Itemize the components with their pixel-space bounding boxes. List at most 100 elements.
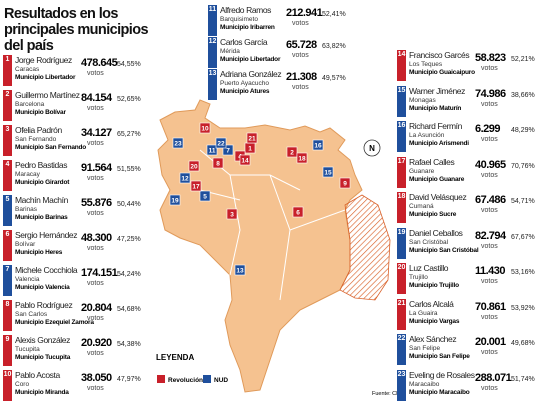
municipality: Municipio Barinas: [15, 214, 68, 221]
map-marker-label: 6: [296, 210, 300, 217]
municipality: Municipio San Cristóbal: [409, 246, 479, 254]
map-marker-label: 5: [203, 194, 207, 201]
city: Guanare: [409, 167, 435, 175]
percent: 54,24%: [117, 271, 141, 278]
percent: 65,27%: [117, 131, 141, 138]
map-marker: [199, 190, 211, 202]
votes: 21.308: [286, 71, 317, 83]
border-lines: [199, 149, 346, 301]
percent: 51,74%: [511, 375, 535, 383]
city: San Carlos: [15, 311, 48, 318]
candidate-name: Alexis González: [15, 335, 70, 345]
candidate-name: Rafael Calles: [409, 156, 455, 167]
municipality: Municipio Guanare: [409, 175, 465, 183]
votes-label: votos: [87, 175, 104, 182]
votes: 11.430: [475, 265, 506, 277]
votes-label: votos: [292, 52, 309, 59]
candidate-name: Ofelia Padrón: [15, 125, 62, 135]
municipality: Municipio Libertador: [220, 56, 281, 63]
percent: 49,68%: [511, 340, 535, 347]
map-marker: [292, 206, 304, 218]
votes: 38.050: [81, 372, 112, 384]
result-entry: 8 Pablo Rodríguez San Carlos Municipio Ezeq…: [3, 300, 143, 332]
number-badge: 10: [3, 370, 12, 401]
percent: 53,92%: [511, 304, 535, 312]
number-badge: 17: [397, 156, 406, 188]
percent: 51,55%: [117, 166, 141, 173]
map-marker: [179, 172, 191, 184]
map-marker-label: 18: [298, 156, 306, 163]
votes-label: votos: [481, 242, 498, 250]
result-entry: 15 Warner Jiménez Monagas Municipio Maturín…: [397, 85, 537, 118]
votes: 34.127: [81, 127, 112, 139]
city: Bolívar: [15, 241, 36, 248]
percent: 70,76%: [511, 162, 535, 170]
map-marker-label: 15: [324, 170, 332, 177]
number-badge: 3: [3, 125, 12, 156]
votes-label: votos: [481, 65, 498, 72]
map-marker: [246, 132, 258, 144]
map-marker: [172, 137, 184, 149]
municipality: Municipio Guaicaipuro: [409, 69, 475, 76]
candidate-name: Carlos Alcalá: [409, 298, 454, 309]
number-badge: 23: [397, 369, 406, 401]
percent: 52,41%: [322, 11, 346, 18]
result-entry: 16 Richard Fermín La Asunción Municipio Ari…: [397, 121, 537, 153]
city: Tucupita: [15, 346, 40, 353]
municipality: Municipio Vargas: [409, 317, 460, 325]
votes: 65.728: [286, 39, 317, 51]
map-marker-label: 13: [236, 268, 244, 275]
municipality: Municipio Girardot: [15, 179, 70, 186]
municipality: Municipio Trujillo: [409, 282, 459, 289]
map-marker-label: 2: [290, 150, 294, 157]
municipality: Municipio Libertador: [15, 74, 76, 81]
candidate-name: Pedro Bastidas: [15, 160, 68, 170]
number-badge: 16: [397, 121, 406, 152]
votes: 20.804: [81, 302, 112, 314]
result-entry: 4 Pedro Bastidas Maracay Municipio Girardot…: [3, 160, 143, 192]
legend-label: NUD: [214, 377, 228, 384]
map-marker-label: 20: [190, 164, 198, 171]
votes-label: votos: [87, 350, 104, 357]
percent: 38,66%: [511, 91, 535, 99]
map-marker: [188, 160, 200, 172]
municipality: Municipio Heres: [15, 249, 63, 256]
result-entry: 19 Daniel Ceballos San Cristóbal Municipio …: [397, 227, 537, 260]
municipality: Municipio Sucre: [409, 211, 457, 218]
votes-label: votos: [292, 84, 309, 91]
title: Resultados en los principales municipios…: [4, 6, 149, 54]
candidate-name: Michele Cocchiola: [15, 265, 78, 275]
municipality: Municipio Miranda: [15, 389, 69, 396]
votes: 91.564: [81, 162, 112, 174]
percent: 63,82%: [322, 43, 346, 50]
candidate-name: Adriana González: [220, 69, 282, 79]
votes-label: votos: [481, 313, 498, 321]
map-marker: [226, 208, 238, 220]
votes: 74.986: [475, 87, 506, 100]
votes-label: votos: [481, 278, 498, 285]
source: Fuente: CNE: [372, 391, 404, 397]
number-badge: 8: [3, 300, 12, 331]
map-marker: [199, 122, 211, 134]
number-badge: 15: [397, 85, 406, 117]
result-entry: 20 Luz Castillo Trujillo Municipio Trujillo…: [397, 263, 537, 295]
percent: 53,16%: [511, 269, 535, 276]
map-marker: [296, 152, 308, 164]
city: Maracay: [15, 171, 40, 178]
municipality: Municipio Valencia: [15, 284, 70, 291]
votes-label: votos: [87, 385, 104, 392]
map-marker-label: 16: [314, 143, 322, 150]
votes: 67.486: [475, 194, 506, 206]
candidate-name: Francisco Garcés: [409, 50, 470, 60]
votes-label: votos: [481, 136, 498, 143]
compass-label: N: [369, 144, 375, 153]
number-badge: 21: [397, 298, 406, 330]
percent: 47,25%: [117, 236, 141, 243]
votes: 70.861: [475, 300, 506, 313]
municipality: Municipio Tucupita: [15, 354, 71, 361]
result-entry: 23 Eveling de Rosales Maracaibo Municipio M…: [397, 369, 537, 402]
municipality: Municipio San Fernando: [15, 144, 87, 151]
votes-label: votos: [481, 171, 498, 179]
votes: 20.920: [81, 337, 112, 349]
number-badge: 11: [208, 5, 217, 36]
